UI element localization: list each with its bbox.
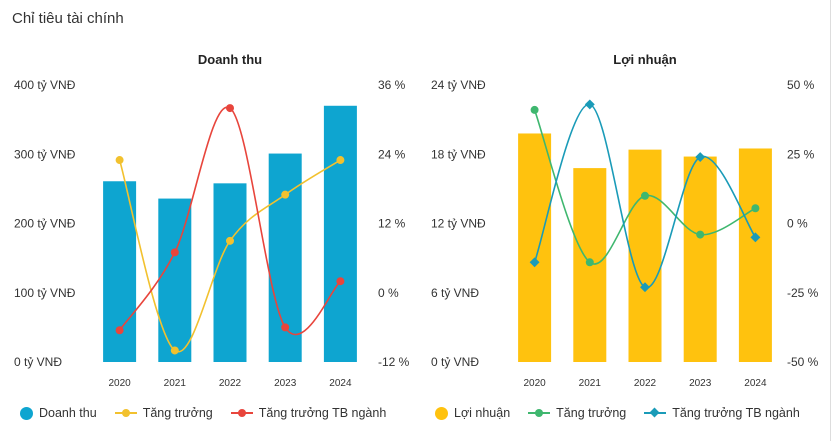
series-line (118, 159, 341, 353)
y-left-tick-label: 12 tỷ VNĐ (431, 217, 486, 231)
profit-legend: Lợi nhuận Tăng trưởng Tăng trưởng TB ngà… (435, 406, 800, 420)
legend-label: Doanh thu (39, 406, 97, 420)
x-tick-label: 2020 (523, 378, 546, 389)
profit-chart: Lợi nhuận 24 tỷ VNĐ 18 tỷ VNĐ 12 tỷ VNĐ 6 tỷ… (431, 52, 819, 389)
x-tick-label: 2021 (164, 378, 187, 389)
legend-label: Tăng trưởng TB ngành (258, 406, 387, 420)
chart-title: Doanh thu (198, 52, 262, 67)
data-point (281, 323, 290, 332)
y-right-tick-label: 50 % (787, 78, 815, 92)
x-tick-label: 2022 (634, 378, 657, 389)
y-left-tick-label: 6 tỷ VNĐ (431, 286, 479, 300)
y-right-tick-label: -12 % (378, 355, 410, 369)
y-left-tick-label: 100 tỷ VNĐ (14, 286, 76, 300)
x-tick-label: 2021 (579, 378, 602, 389)
y-right-tick-label: -50 % (787, 355, 819, 369)
data-point (336, 156, 345, 165)
data-point (281, 190, 290, 199)
y-right-tick-label: 24 % (378, 147, 406, 161)
data-point (641, 191, 649, 200)
data-point (750, 232, 761, 243)
revenue-legend: Doanh thu Tăng trưởng Tăng trưởng TB ngà… (20, 406, 386, 420)
bar (738, 148, 772, 362)
x-tick-label: 2024 (744, 378, 767, 389)
legend-item-profit-industry[interactable]: Tăng trưởng TB ngành (644, 406, 800, 420)
y-left-tick-label: 0 tỷ VNĐ (14, 355, 62, 369)
chart-title: Lợi nhuận (613, 52, 676, 67)
revenue-chart: Doanh thu 400 tỷ VNĐ 300 tỷ VNĐ 200 tỷ VNĐ 1… (14, 52, 410, 389)
profit-chart-panel: Lợi nhuận 24 tỷ VNĐ 18 tỷ VNĐ 12 tỷ VNĐ 6 tỷ… (415, 40, 830, 440)
legend-item-revenue-growth[interactable]: Tăng trưởng (114, 406, 213, 420)
y-left-tick-label: 18 tỷ VNĐ (431, 147, 486, 161)
legend-item-profit-growth[interactable]: Tăng trưởng (528, 406, 626, 420)
legend-item-profit[interactable]: Lợi nhuận (435, 406, 510, 420)
y-right-tick-label: 36 % (378, 78, 406, 92)
legend-dot-icon (435, 406, 448, 420)
y-left-tick-label: 300 tỷ VNĐ (14, 147, 76, 161)
data-point (640, 282, 650, 293)
data-point (226, 104, 234, 113)
x-tick-label: 2024 (329, 378, 352, 389)
data-point (530, 105, 539, 114)
data-point (115, 326, 124, 335)
y-left-tick-label: 0 tỷ VNĐ (431, 355, 479, 369)
x-tick-label: 2020 (108, 378, 131, 389)
y-right-tick-label: 0 % (787, 217, 808, 231)
legend-line-dot-icon (528, 407, 551, 419)
legend-line-dot-icon (114, 407, 137, 419)
x-tick-label: 2022 (219, 378, 242, 389)
legend-label: Tăng trưởng TB ngành (672, 406, 800, 420)
data-point (585, 258, 594, 267)
y-right-tick-label: -25 % (787, 286, 819, 300)
data-point (115, 156, 124, 165)
y-left-tick-label: 200 tỷ VNĐ (14, 217, 76, 231)
legend-label: Lợi nhuận (454, 406, 511, 420)
y-left-tick-label: 24 tỷ VNĐ (431, 78, 486, 92)
data-point (695, 152, 706, 162)
x-tick-label: 2023 (689, 378, 712, 389)
bar (213, 183, 247, 362)
data-point (696, 230, 705, 239)
data-point (170, 248, 179, 257)
data-point (751, 204, 760, 213)
y-right-tick-label: 12 % (378, 217, 406, 231)
series-line (533, 109, 756, 265)
bar (323, 105, 357, 363)
legend-line-dot-icon (230, 407, 253, 419)
series-line (533, 103, 757, 289)
y-right-tick-label: 25 % (787, 147, 815, 161)
data-point (336, 277, 345, 286)
y-right-tick-label: 0 % (378, 286, 399, 300)
legend-label: Tăng trưởng (556, 406, 627, 420)
data-point (170, 346, 179, 355)
bar (628, 149, 662, 362)
legend-item-revenue[interactable]: Doanh thu (20, 406, 97, 420)
data-point (226, 236, 234, 245)
legend-dot-icon (20, 406, 33, 420)
bar (158, 198, 192, 362)
legend-line-diamond-icon (644, 407, 667, 419)
bar (683, 156, 717, 362)
section-title: Chỉ tiêu tài chính (12, 10, 124, 27)
revenue-chart-panel: Doanh thu 400 tỷ VNĐ 300 tỷ VNĐ 200 tỷ VNĐ 1… (0, 40, 415, 440)
y-left-tick-label: 400 tỷ VNĐ (14, 78, 76, 92)
x-tick-label: 2023 (274, 378, 297, 389)
legend-item-revenue-industry[interactable]: Tăng trưởng TB ngành (230, 406, 387, 420)
legend-label: Tăng trưởng (142, 406, 213, 420)
bar (518, 133, 552, 362)
